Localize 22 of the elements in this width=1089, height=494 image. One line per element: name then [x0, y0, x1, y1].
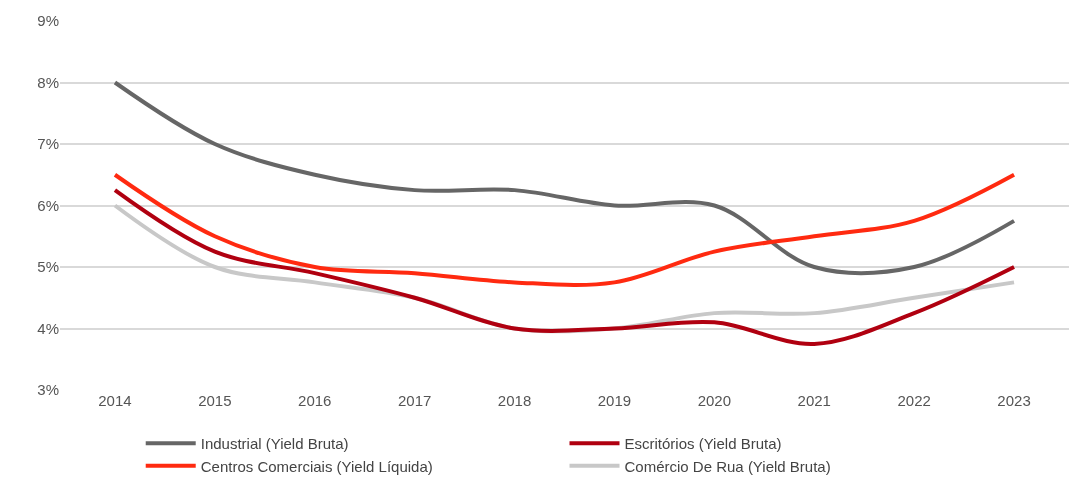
x-tick-label: 2014: [98, 392, 132, 409]
x-tick-label: 2021: [797, 392, 831, 409]
x-tick-label: 2019: [597, 392, 632, 409]
x-tick-label: 2018: [497, 392, 532, 409]
y-tick-label: 5%: [37, 258, 59, 276]
legend-label: Centros Comerciais (Yield Líquida): [200, 457, 433, 475]
legend-label: Escritórios (Yield Bruta): [624, 435, 782, 452]
x-tick-label: 2022: [897, 392, 931, 409]
y-tick-label: 8%: [37, 73, 59, 91]
legend-label: Comércio De Rua (Yield Bruta): [624, 457, 831, 475]
y-tick-label: 7%: [37, 135, 59, 153]
x-tick-label: 2016: [298, 392, 332, 409]
line-series: [112, 188, 1017, 346]
y-tick-label: 9%: [37, 12, 59, 30]
x-tick-label: 2023: [997, 392, 1031, 409]
x-tick-label: 2017: [397, 392, 432, 409]
legend-label: Industrial (Yield Bruta): [200, 435, 349, 452]
x-tick-label: 2020: [697, 392, 732, 409]
y-tick-label: 4%: [37, 319, 59, 337]
y-tick-label: 3%: [37, 381, 59, 399]
y-tick-label: 6%: [37, 196, 59, 214]
x-tick-label: 2015: [198, 392, 232, 409]
